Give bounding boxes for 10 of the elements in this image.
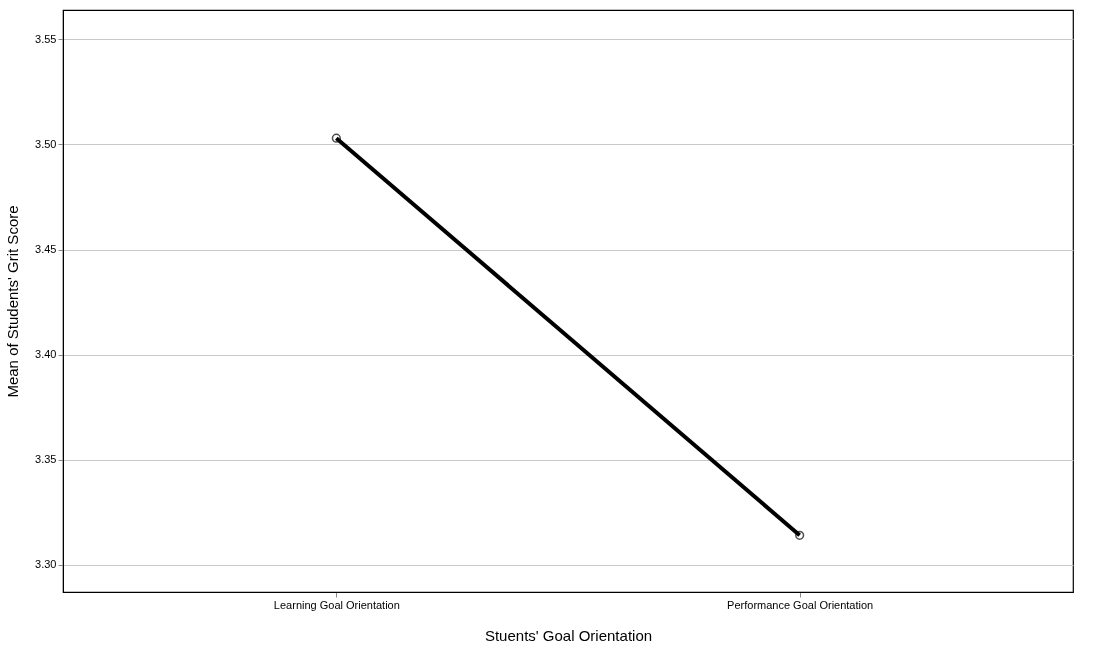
y-tick-label: 3.35 <box>35 453 57 466</box>
y-tick-label: 3.55 <box>35 32 57 45</box>
y-tick-label: 3.30 <box>35 558 57 571</box>
x-axis-title: Stuents' Goal Orientation <box>484 626 653 644</box>
y-axis-title: Mean of Students' Grit Score <box>4 205 22 398</box>
y-tick-label: 3.50 <box>35 137 57 150</box>
y-tick-label: 3.45 <box>35 243 57 256</box>
y-tick-label: 3.40 <box>35 348 57 361</box>
x-tick-label: Learning Goal Orientation <box>273 598 400 611</box>
x-tick-label: Performance Goal Orientation <box>727 598 874 611</box>
